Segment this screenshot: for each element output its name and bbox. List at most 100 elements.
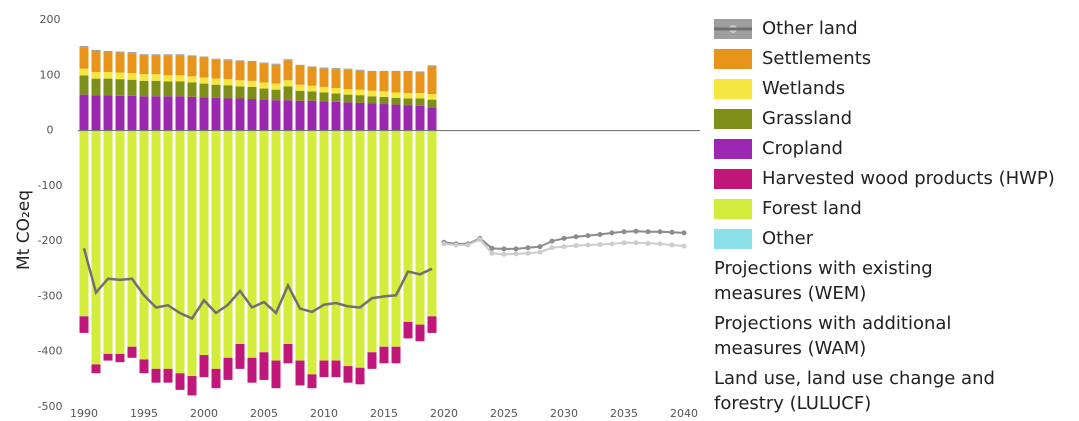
bar xyxy=(115,95,125,131)
legend-swatch xyxy=(714,79,752,99)
bar xyxy=(199,97,209,131)
legend-item: Wetlands xyxy=(714,76,1076,101)
legend-item: Land use, land use change and forestry (… xyxy=(714,27,1076,416)
bar xyxy=(91,49,101,51)
bar xyxy=(259,82,269,89)
bar xyxy=(151,74,161,81)
bar xyxy=(343,69,353,90)
bar xyxy=(295,131,305,361)
legend-swatch xyxy=(714,199,752,219)
bar xyxy=(283,59,293,61)
bar xyxy=(139,80,149,97)
bar xyxy=(139,96,149,131)
bar xyxy=(343,131,353,367)
legend-item: Grassland xyxy=(714,106,1076,131)
bar xyxy=(223,59,233,61)
bar xyxy=(127,346,137,358)
line xyxy=(82,248,433,321)
bar xyxy=(379,96,389,105)
bar xyxy=(331,101,341,131)
bar xyxy=(343,89,353,95)
bar xyxy=(211,97,221,131)
bar xyxy=(367,90,377,97)
x-tick-label: 2020 xyxy=(430,407,458,419)
bar xyxy=(343,94,353,103)
bar xyxy=(79,45,89,48)
bar xyxy=(259,63,269,83)
line-marker xyxy=(489,250,495,256)
bar xyxy=(271,64,281,84)
bar xyxy=(391,131,401,347)
bar xyxy=(187,131,197,377)
legend-label: Forest land xyxy=(762,198,862,219)
bar xyxy=(379,104,389,131)
x-tick-label: 2015 xyxy=(370,407,398,419)
line-marker xyxy=(525,245,531,251)
bar xyxy=(319,86,329,93)
bar xyxy=(211,368,221,389)
bar xyxy=(307,85,317,92)
bar xyxy=(151,368,161,383)
bar xyxy=(379,346,389,364)
bar xyxy=(367,131,377,353)
bar xyxy=(367,96,377,104)
y-tick-label: -500 xyxy=(38,400,63,413)
line-marker xyxy=(477,236,483,242)
legend-label: Grassland xyxy=(762,108,852,129)
bar xyxy=(199,131,209,356)
bar xyxy=(391,104,401,131)
legend-label: Projections with existing measures (WEM) xyxy=(714,258,933,304)
bar xyxy=(355,102,365,131)
legend-label: Wetlands xyxy=(762,78,846,99)
line-marker xyxy=(573,234,579,240)
bar xyxy=(199,57,209,78)
line-marker xyxy=(681,230,687,236)
x-tick-label: 2040 xyxy=(670,407,698,419)
bar xyxy=(415,105,425,131)
bar xyxy=(271,360,281,389)
bar xyxy=(91,71,101,79)
bar xyxy=(199,56,209,58)
bar xyxy=(139,359,149,374)
bar xyxy=(271,100,281,131)
line-marker xyxy=(657,241,663,247)
bar xyxy=(319,67,329,69)
bar xyxy=(91,364,101,374)
bar xyxy=(403,131,413,322)
bar xyxy=(211,58,221,60)
legend-swatch xyxy=(714,109,752,129)
bar xyxy=(283,131,293,344)
y-tick-label: -100 xyxy=(38,179,63,192)
bar xyxy=(127,52,137,54)
bar xyxy=(331,131,341,361)
bar xyxy=(331,88,341,94)
legend-item: Cropland xyxy=(714,136,1076,161)
x-tick-label: 2010 xyxy=(310,407,338,419)
line-marker xyxy=(621,240,627,246)
bar xyxy=(247,99,257,131)
bar xyxy=(187,55,197,57)
bar xyxy=(103,78,113,96)
bar xyxy=(91,50,101,72)
bar xyxy=(367,103,377,131)
bar xyxy=(103,71,113,79)
bar xyxy=(247,60,257,63)
bar xyxy=(79,75,89,95)
line-marker xyxy=(609,230,615,236)
bar xyxy=(163,131,173,369)
legend-swatch xyxy=(714,139,752,159)
bar xyxy=(283,100,293,131)
bar xyxy=(187,376,197,396)
bar xyxy=(103,52,113,72)
bar xyxy=(187,96,197,131)
legend-label: Settlements xyxy=(762,48,872,69)
bar xyxy=(79,131,89,317)
bar xyxy=(283,343,293,364)
bar xyxy=(103,95,113,131)
bar xyxy=(199,83,209,98)
bar xyxy=(163,75,173,82)
line-marker xyxy=(489,245,495,251)
bar xyxy=(247,80,257,87)
bar xyxy=(271,131,281,361)
